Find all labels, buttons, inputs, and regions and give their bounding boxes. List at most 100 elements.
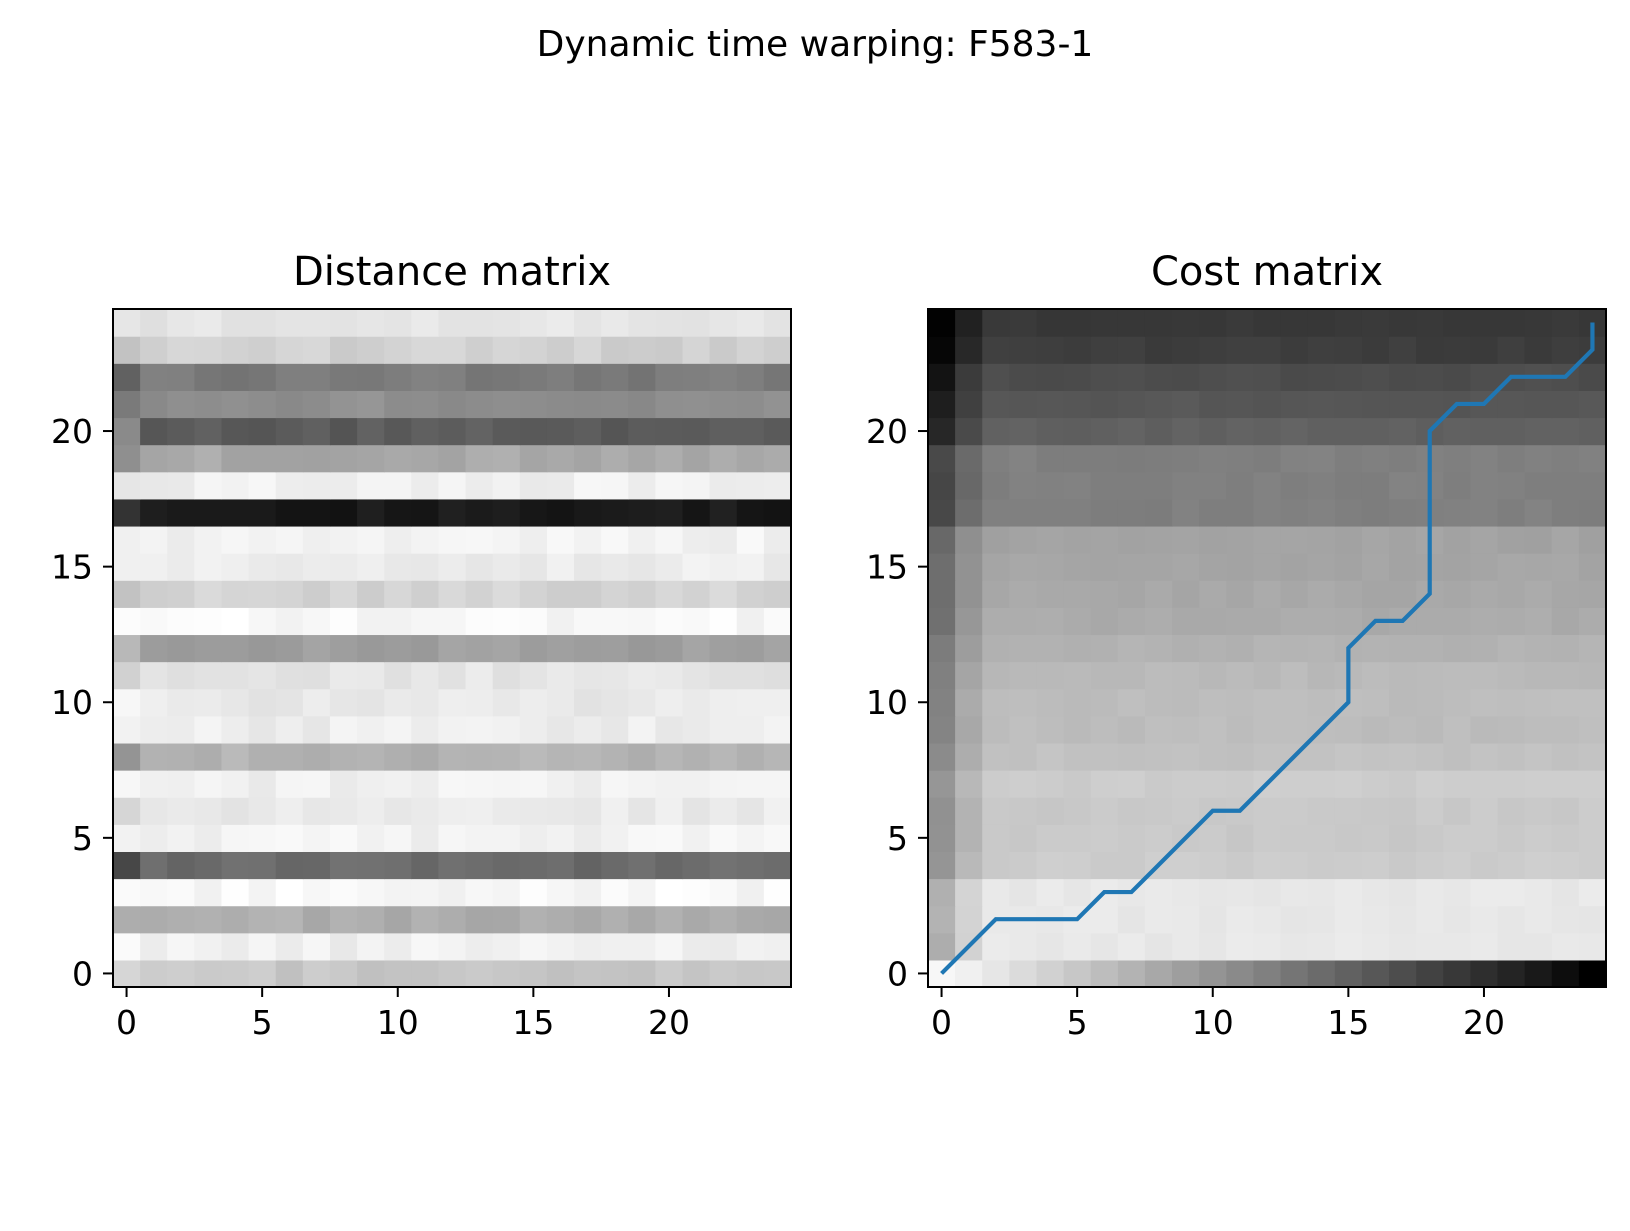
heatmap-cell: [1497, 797, 1526, 825]
heatmap-cell: [628, 390, 656, 419]
heatmap-cell: [465, 661, 494, 690]
heatmap-cell: [275, 634, 304, 663]
heatmap-cell: [1280, 688, 1309, 717]
heatmap-cell: [411, 498, 440, 527]
heatmap-cell: [982, 742, 1010, 771]
heatmap-cell: [1226, 309, 1255, 337]
heatmap-cell: [1497, 336, 1526, 364]
heatmap-cell: [1497, 851, 1526, 880]
heatmap-cell: [357, 742, 385, 771]
heatmap-cell: [1578, 390, 1607, 419]
heatmap-cell: [1389, 525, 1417, 554]
heatmap-cell: [194, 417, 223, 446]
heatmap-cell: [1470, 797, 1499, 825]
heatmap-cell: [1117, 959, 1146, 988]
heatmap-cell: [1280, 498, 1309, 527]
heatmap-cell: [221, 363, 250, 391]
heatmap-cell: [1334, 336, 1363, 364]
heatmap-cell: [736, 498, 765, 527]
heatmap-cell: [221, 553, 250, 581]
heatmap-cell: [384, 797, 412, 825]
heatmap-cell: [1117, 471, 1146, 500]
heatmap-cell: [221, 959, 250, 988]
heatmap-cell: [275, 715, 304, 744]
heatmap-cell: [982, 959, 1010, 988]
heatmap-cell: [1172, 742, 1200, 771]
heatmap-cell: [1443, 607, 1471, 636]
heatmap-cell: [601, 851, 629, 880]
heatmap-cell: [1253, 742, 1282, 771]
heatmap-cell: [574, 553, 602, 581]
heatmap-cell: [655, 417, 684, 446]
heatmap-cell: [763, 390, 792, 419]
heatmap-cell: [329, 580, 358, 608]
heatmap-cell: [928, 444, 956, 473]
heatmap-cell: [1578, 471, 1607, 500]
heatmap-cell: [601, 824, 629, 852]
heatmap-cell: [465, 553, 494, 581]
heatmap-cell: [221, 770, 250, 798]
heatmap-cell: [1307, 932, 1336, 961]
heatmap-cell: [1117, 742, 1146, 771]
heatmap-cell: [1497, 309, 1526, 337]
heatmap-cell: [275, 932, 304, 961]
heatmap-cell: [1551, 905, 1580, 934]
heatmap-cell: [411, 688, 440, 717]
heatmap-cell: [1253, 498, 1282, 527]
heatmap-cell: [248, 525, 277, 554]
heatmap-cell: [1036, 363, 1065, 391]
heatmap-cell: [248, 797, 277, 825]
heatmap-cell: [1443, 336, 1471, 364]
heatmap-cell: [1497, 715, 1526, 744]
heatmap-cell: [384, 471, 412, 500]
heatmap-cell: [1144, 363, 1173, 391]
heatmap-cell: [1497, 770, 1526, 798]
heatmap-cell: [1172, 444, 1200, 473]
heatmap-cell: [682, 444, 711, 473]
y-tick-label: 15: [51, 548, 93, 587]
heatmap-cell: [709, 959, 738, 988]
heatmap-cell: [465, 336, 494, 364]
heatmap-cell: [248, 959, 277, 988]
heatmap-cell: [628, 905, 656, 934]
heatmap-cell: [682, 336, 711, 364]
heatmap-cell: [1470, 363, 1499, 391]
heatmap-cell: [1036, 932, 1065, 961]
heatmap-cell: [329, 498, 358, 527]
heatmap-cell: [655, 309, 684, 337]
heatmap-cell: [1144, 715, 1173, 744]
heatmap-cell: [1307, 309, 1336, 337]
heatmap-cell: [248, 363, 277, 391]
heatmap-cell: [1144, 607, 1173, 636]
heatmap-cell: [1009, 715, 1038, 744]
heatmap-cell: [357, 715, 385, 744]
heatmap-cell: [275, 390, 304, 419]
figure-title: Dynamic time warping: F583-1: [536, 24, 1094, 65]
heatmap-cell: [736, 525, 765, 554]
heatmap-cell: [1443, 634, 1471, 663]
heatmap-cell: [736, 471, 765, 500]
heatmap-cell: [1199, 363, 1227, 391]
heatmap-cell: [1524, 634, 1553, 663]
heatmap-cell: [1144, 797, 1173, 825]
heatmap-cell: [1253, 688, 1282, 717]
heatmap-cell: [438, 471, 467, 500]
heatmap-cell: [357, 309, 385, 337]
heatmap-cell: [709, 607, 738, 636]
heatmap-cell: [1117, 634, 1146, 663]
heatmap-cell: [1172, 471, 1200, 500]
heatmap-cell: [1226, 715, 1255, 744]
heatmap-cell: [709, 471, 738, 500]
heatmap-cell: [1307, 390, 1336, 419]
heatmap-cell: [384, 309, 412, 337]
heatmap-cell: [709, 824, 738, 852]
heatmap-cell: [736, 634, 765, 663]
heatmap-cell: [113, 363, 141, 391]
heatmap-cell: [628, 471, 656, 500]
heatmap-cell: [601, 797, 629, 825]
heatmap-cell: [329, 417, 358, 446]
heatmap-cell: [1280, 959, 1309, 988]
heatmap-cell: [1172, 878, 1200, 907]
heatmap-cell: [438, 580, 467, 608]
